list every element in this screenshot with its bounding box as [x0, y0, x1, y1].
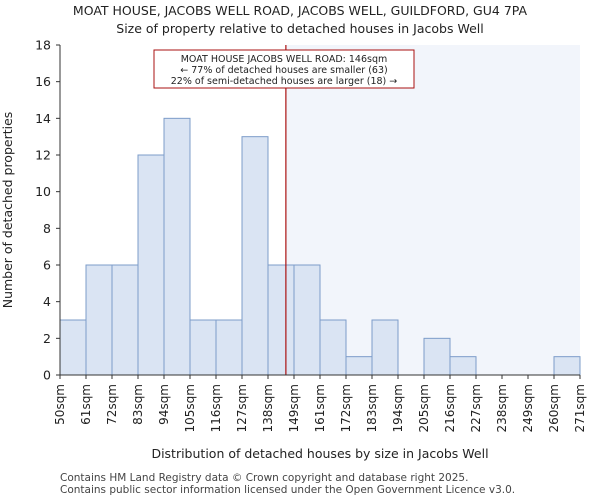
bar-205sqm [423, 337, 451, 376]
x-tick-label: 83sqm [131, 384, 145, 425]
x-tick-label: 205sqm [417, 384, 431, 432]
x-tick-label: 61sqm [79, 384, 93, 425]
y-tick-label: 16 [35, 74, 51, 89]
footer-line-2: Contains public sector information licen… [60, 484, 516, 496]
bar-183sqm [371, 319, 399, 376]
y-tick-label: 14 [35, 111, 51, 126]
x-tick-label: 216sqm [443, 384, 457, 432]
x-tick-label: 149sqm [287, 384, 301, 432]
y-tick-label: 12 [35, 148, 51, 163]
bar-172sqm [345, 356, 373, 376]
y-tick-label: 18 [35, 38, 51, 53]
footer-line-1: Contains HM Land Registry data © Crown c… [60, 472, 469, 484]
bar-138sqm [267, 264, 295, 376]
x-tick-label: 172sqm [339, 384, 353, 432]
x-tick-label: 127sqm [235, 384, 249, 432]
x-tick-label: 94sqm [157, 384, 171, 425]
x-tick-label: 238sqm [495, 384, 509, 432]
bar-216sqm [449, 356, 477, 376]
x-tick-label: 50sqm [53, 384, 67, 425]
x-tick-label: 271sqm [573, 384, 587, 432]
x-tick-label: 183sqm [365, 384, 379, 432]
x-tick-label: 72sqm [105, 384, 119, 425]
y-tick-label: 10 [35, 184, 51, 199]
bar-72sqm [111, 264, 139, 376]
y-tick-label: 2 [43, 331, 51, 346]
y-tick-label: 6 [43, 258, 51, 273]
bar-61sqm [85, 264, 113, 376]
bar-260sqm [553, 356, 581, 376]
bar-161sqm [319, 319, 347, 376]
bar-94sqm [163, 117, 191, 376]
annotation-box [153, 49, 415, 89]
bar-50sqm [59, 319, 87, 376]
annotation-line-2: ← 77% of detached houses are smaller (63… [180, 65, 387, 76]
x-tick-label: 194sqm [391, 384, 405, 432]
y-tick-label: 4 [43, 294, 51, 309]
y-axis-label: Number of detached properties [0, 112, 15, 309]
bar-116sqm [215, 319, 243, 376]
x-tick-label: 227sqm [469, 384, 483, 432]
y-tick-label: 0 [43, 368, 51, 383]
x-tick-label: 260sqm [547, 384, 561, 432]
x-tick-label: 116sqm [209, 384, 223, 432]
y-tick-label: 8 [43, 221, 51, 236]
x-tick-label: 249sqm [521, 384, 535, 432]
x-tick-label: 161sqm [313, 384, 327, 432]
bar-149sqm [293, 264, 321, 376]
x-tick-label: 105sqm [183, 384, 197, 432]
x-axis-label: Distribution of detached houses by size … [151, 446, 488, 461]
bar-127sqm [241, 136, 269, 376]
chart-title: MOAT HOUSE, JACOBS WELL ROAD, JACOBS WEL… [72, 3, 528, 18]
annotation-line-1: MOAT HOUSE JACOBS WELL ROAD: 146sqm [181, 54, 388, 65]
bar-83sqm [137, 154, 165, 376]
bar-105sqm [189, 319, 217, 376]
x-tick-label: 138sqm [261, 384, 275, 432]
chart-subtitle: Size of property relative to detached ho… [116, 21, 484, 36]
annotation-line-3: 22% of semi-detached houses are larger (… [171, 76, 398, 87]
